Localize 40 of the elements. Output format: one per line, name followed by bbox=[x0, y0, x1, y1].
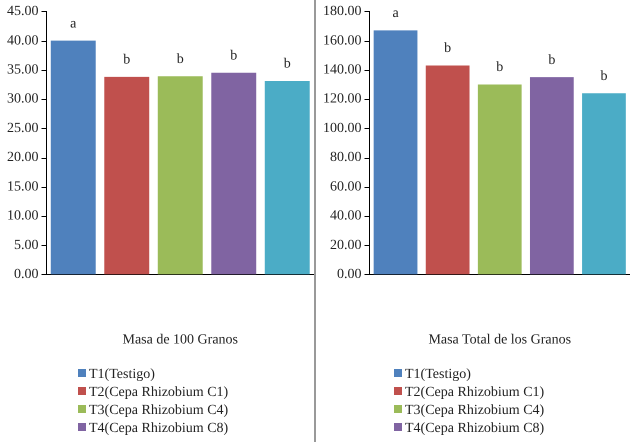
y-tick-label: 60.00 bbox=[330, 179, 362, 194]
legend-label: T4(Cepa Rhizobium C8) bbox=[88, 420, 228, 438]
y-tick-label: 40.00 bbox=[330, 208, 362, 224]
x-axis-title: Masa Total de los Granos bbox=[428, 332, 572, 348]
data-label: b bbox=[176, 52, 184, 67]
x-axis-title: Masa de 100 Granos bbox=[122, 332, 238, 348]
data-label: a bbox=[70, 16, 78, 32]
data-label: b bbox=[600, 68, 608, 84]
data-label: b bbox=[548, 52, 556, 68]
y-tick-label: 5.00 bbox=[14, 238, 38, 253]
y-tick-label: 35.00 bbox=[7, 62, 38, 78]
y-tick-label: 10.00 bbox=[7, 208, 38, 224]
y-tick-label: 30.00 bbox=[7, 92, 38, 107]
legend-label: T2(Cepa Rhizobium C1) bbox=[88, 384, 228, 402]
legend-label: T4(Cepa Rhizobium C8) bbox=[404, 420, 544, 438]
y-tick-label: 0.00 bbox=[14, 267, 38, 282]
y-tick-label: 20.00 bbox=[7, 150, 38, 166]
y-tick-label: 100.00 bbox=[323, 120, 362, 136]
y-tick-label: 140.00 bbox=[323, 62, 362, 78]
y-tick-label: 40.00 bbox=[7, 33, 38, 48]
data-label: b bbox=[284, 56, 291, 72]
y-tick-label: 80.00 bbox=[330, 150, 362, 166]
y-tick-label: 45.00 bbox=[7, 4, 38, 20]
y-tick-label: 180.00 bbox=[323, 4, 362, 20]
data-label: a bbox=[392, 6, 400, 22]
y-tick-label: 120.00 bbox=[323, 92, 362, 107]
legend-label: T3(Cepa Rhizobium C4) bbox=[404, 402, 544, 420]
legend-label: T3(Cepa Rhizobium C4) bbox=[88, 402, 228, 420]
y-tick-label: 160.00 bbox=[323, 33, 362, 48]
y-tick-label: 25.00 bbox=[7, 120, 38, 136]
y-tick-label: 20.00 bbox=[330, 238, 362, 253]
data-label: b bbox=[123, 52, 130, 68]
legend-label: T1(Testigo) bbox=[404, 366, 472, 384]
y-tick-label: 0.00 bbox=[337, 267, 362, 282]
legend-label: T1(Testigo) bbox=[88, 366, 156, 384]
data-label: b bbox=[496, 60, 504, 76]
data-label: b bbox=[444, 41, 452, 56]
y-tick-label: 15.00 bbox=[7, 179, 38, 194]
data-label: b bbox=[230, 48, 238, 64]
legend-label: T2(Cepa Rhizobium C1) bbox=[404, 384, 544, 402]
